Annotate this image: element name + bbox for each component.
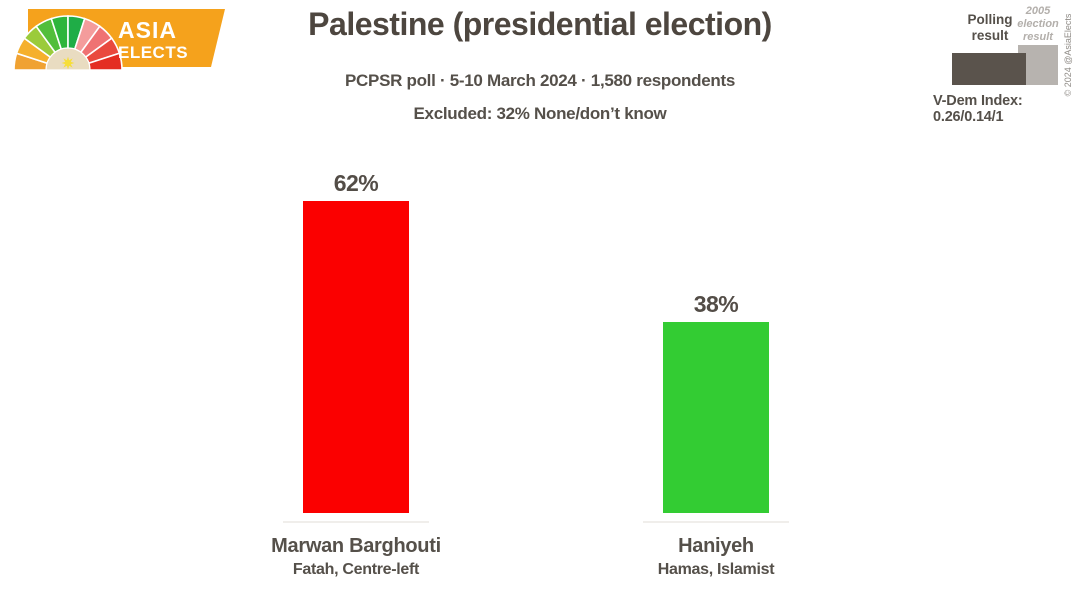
- candidate-party: Fatah, Centre-left: [292, 561, 420, 578]
- logo-text-elects: ELECTS: [118, 43, 188, 62]
- bar-group-haniyeh: 38%: [663, 291, 769, 513]
- category-label-haniyeh: Haniyeh Hamas, Islamist: [566, 535, 866, 579]
- legend-polling-swatch: [952, 53, 1026, 85]
- baseline-haniyeh: [643, 521, 789, 523]
- candidate-party: Hamas, Islamist: [657, 561, 775, 578]
- poll-bar-haniyeh: [663, 322, 769, 513]
- bar-value-barghouti: 62%: [333, 170, 379, 196]
- legend-polling-result-label: Polling result: [967, 12, 1013, 44]
- bar-group-barghouti: 62%: [303, 170, 409, 513]
- vdem-index-label: V-Dem Index: 0.26/0.14/1: [933, 93, 1023, 125]
- legend-2005-election-label: 2005 election result: [1017, 5, 1059, 44]
- star-icon: [61, 56, 75, 70]
- excluded-note: Excluded: 32% None/don’t know: [413, 104, 667, 123]
- copyright-vertical-text: © 2024 @AsiaElects: [1063, 13, 1073, 97]
- baseline-barghouti: [283, 521, 429, 523]
- logo-text-asia: ASIA: [118, 17, 177, 43]
- asia-elects-logo: ASIA ELECTS: [13, 9, 225, 71]
- poll-subtitle: PCPSR poll · 5-10 March 2024 · 1,580 res…: [345, 71, 735, 90]
- page-title: Palestine (presidential election): [308, 6, 772, 42]
- candidate-name: Haniyeh: [678, 535, 754, 557]
- poll-bar-barghouti: [303, 201, 409, 513]
- candidate-name: Marwan Barghouti: [271, 535, 441, 557]
- bar-value-haniyeh: 38%: [693, 291, 739, 317]
- category-label-barghouti: Marwan Barghouti Fatah, Centre-left: [206, 535, 506, 579]
